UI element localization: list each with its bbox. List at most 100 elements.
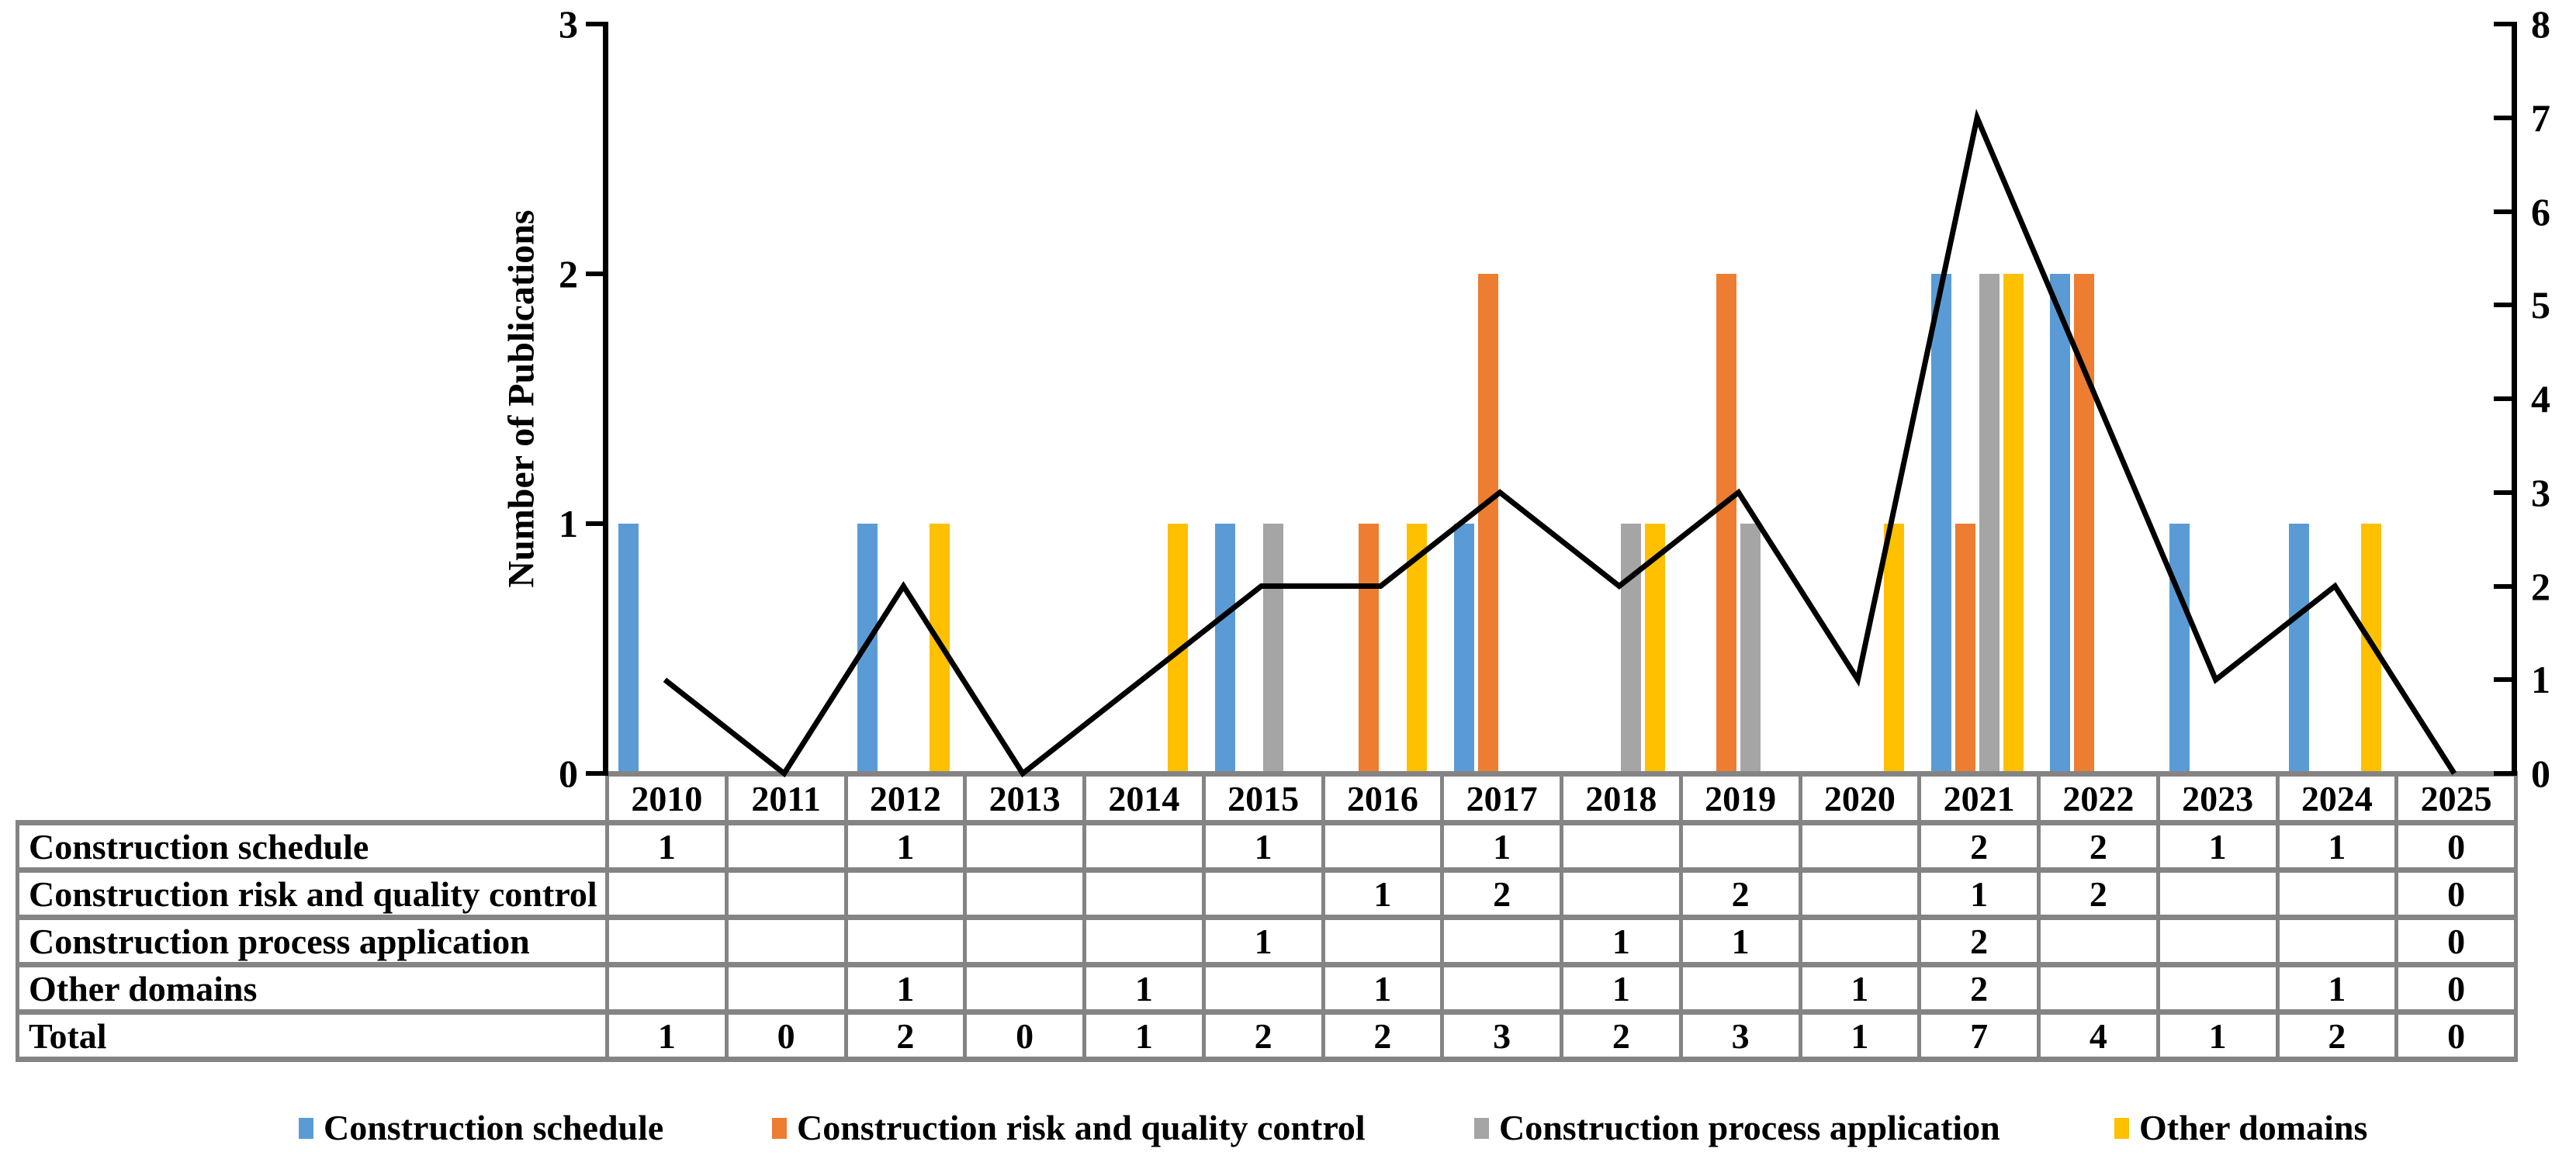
table-value-cell: 2 (2275, 1009, 2399, 1062)
table-value-cell (2155, 867, 2280, 920)
table-value-cell (843, 915, 968, 967)
table-value-cell: 1 (1798, 962, 1922, 1015)
year-header-cell: 2014 (1082, 771, 1206, 825)
table-value-cell (1798, 915, 1922, 967)
table-value-cell (605, 915, 729, 967)
table-value-cell (605, 867, 729, 920)
table-value-cell: 0 (2394, 962, 2518, 1015)
table-value-cell (1440, 962, 1563, 1015)
table-value-cell: 3 (1440, 1009, 1563, 1062)
table-value-cell (963, 915, 1086, 967)
y-axis-title: Number of Publications (500, 209, 542, 588)
bar-construction-schedule-2023 (2169, 524, 2190, 773)
bar-other-domains-2020 (1883, 524, 1904, 773)
bar-other-domains-2021 (2003, 274, 2024, 773)
row-label-cell: Other domains (16, 962, 609, 1015)
row-label-cell: Total (16, 1009, 609, 1062)
bar-other-domains-2014 (1168, 524, 1189, 773)
table-value-cell: 2 (1678, 867, 1802, 920)
legend-item-construction-risk-and-quality-control: Construction risk and quality control (772, 1108, 1366, 1148)
row-label-cell: Construction risk and quality control (16, 867, 609, 920)
table-value-cell (1798, 867, 1922, 920)
table-value-cell: 1 (843, 962, 968, 1015)
table-value-cell (963, 820, 1086, 873)
table-value-cell (1560, 867, 1683, 920)
legend-label: Construction risk and quality control (797, 1108, 1366, 1147)
table-value-cell (1321, 915, 1445, 967)
bar-other-domains-2018 (1645, 524, 1666, 773)
bar-construction-process-application-2021 (1979, 274, 2000, 773)
table-value-cell: 1 (1798, 1009, 1922, 1062)
table-value-cell: 1 (2155, 1009, 2280, 1062)
bar-construction-schedule-2022 (2050, 274, 2071, 773)
year-header-cell: 2011 (724, 771, 848, 825)
table-value-cell: 1 (1678, 915, 1802, 967)
table-value-cell: 2 (1440, 867, 1563, 920)
table-value-cell: 1 (1321, 867, 1445, 920)
table-value-cell (1082, 867, 1206, 920)
row-label-cell: Construction process application (16, 915, 609, 967)
year-header-cell: 2015 (1201, 771, 1325, 825)
legend-swatch-icon (772, 1117, 787, 1139)
table-value-cell: 2 (1201, 1009, 1325, 1062)
table-value-cell: 4 (2037, 1009, 2160, 1062)
table-value-cell (1440, 915, 1563, 967)
table-value-cell (1082, 820, 1206, 873)
table-value-cell (724, 962, 848, 1015)
table-value-cell (963, 962, 1086, 1015)
table-value-cell: 1 (605, 1009, 729, 1062)
table-value-cell: 1 (1321, 962, 1445, 1015)
table-row-construction-risk-and-quality-control: Construction risk and quality control 1 2 2… (16, 867, 2518, 920)
year-header-cell: 2020 (1798, 771, 1922, 825)
table-value-cell (724, 915, 848, 967)
table-value-cell (605, 962, 729, 1015)
legend-swatch-icon (299, 1117, 313, 1139)
table-value-cell: 1 (1082, 1009, 1206, 1062)
bar-construction-risk-and-quality-control-2019 (1716, 274, 1737, 773)
year-header-cell: 2023 (2155, 771, 2280, 825)
table-value-cell (1201, 867, 1325, 920)
bar-construction-risk-and-quality-control-2016 (1358, 524, 1379, 773)
year-header-cell: 2024 (2275, 771, 2399, 825)
bar-construction-risk-and-quality-control-2017 (1477, 274, 1498, 773)
table-value-cell: 1 (1201, 915, 1325, 967)
table-value-cell (1321, 820, 1445, 873)
table-value-cell: 0 (724, 1009, 848, 1062)
bar-other-domains-2016 (1406, 524, 1427, 773)
table-value-cell (724, 867, 848, 920)
table-value-cell: 1 (1440, 820, 1563, 873)
year-header-cell: 2013 (963, 771, 1086, 825)
table-value-cell: 7 (1917, 1009, 2041, 1062)
bar-construction-process-application-2015 (1263, 524, 1284, 773)
table-header-row: 2010 2011 2012 2013 2014 2015 2016 2017 2018 2019… (18, 771, 2518, 825)
bar-other-domains-2024 (2360, 524, 2381, 773)
table-value-cell: 0 (2394, 915, 2518, 967)
table-value-cell (1678, 820, 1802, 873)
table-value-cell: 2 (2037, 867, 2160, 920)
table-value-cell: 0 (2394, 1009, 2518, 1062)
table-value-cell (2155, 962, 2280, 1015)
table-value-cell (1560, 820, 1683, 873)
table-value-cell (2275, 867, 2399, 920)
table-value-cell: 2 (1917, 915, 2041, 967)
legend-label: Other domains (2139, 1108, 2368, 1147)
table-row-total: Total 1 0 2 0 1 2 2 3 2 3 1 7 4 1 2 0 (16, 1009, 2518, 1062)
table-value-cell: 1 (1560, 962, 1683, 1015)
table-value-cell: 2 (1917, 962, 2041, 1015)
table-value-cell: 1 (605, 820, 729, 873)
table-value-cell: 2 (843, 1009, 968, 1062)
table-value-cell: 1 (1917, 867, 2041, 920)
table-value-cell: 1 (2275, 820, 2399, 873)
legend-label: Construction schedule (324, 1108, 664, 1147)
table-value-cell: 1 (2155, 820, 2280, 873)
year-header-cell: 2018 (1560, 771, 1683, 825)
table-value-cell (843, 867, 968, 920)
bar-construction-schedule-2017 (1453, 524, 1474, 773)
table-row-construction-schedule: Construction schedule 1 1 1 1 2 2 1 1 0 (16, 820, 2518, 873)
bar-construction-process-application-2018 (1621, 524, 1642, 773)
bar-construction-schedule-2015 (1215, 524, 1236, 773)
table-value-cell (724, 820, 848, 873)
table-value-cell: 2 (1321, 1009, 1445, 1062)
